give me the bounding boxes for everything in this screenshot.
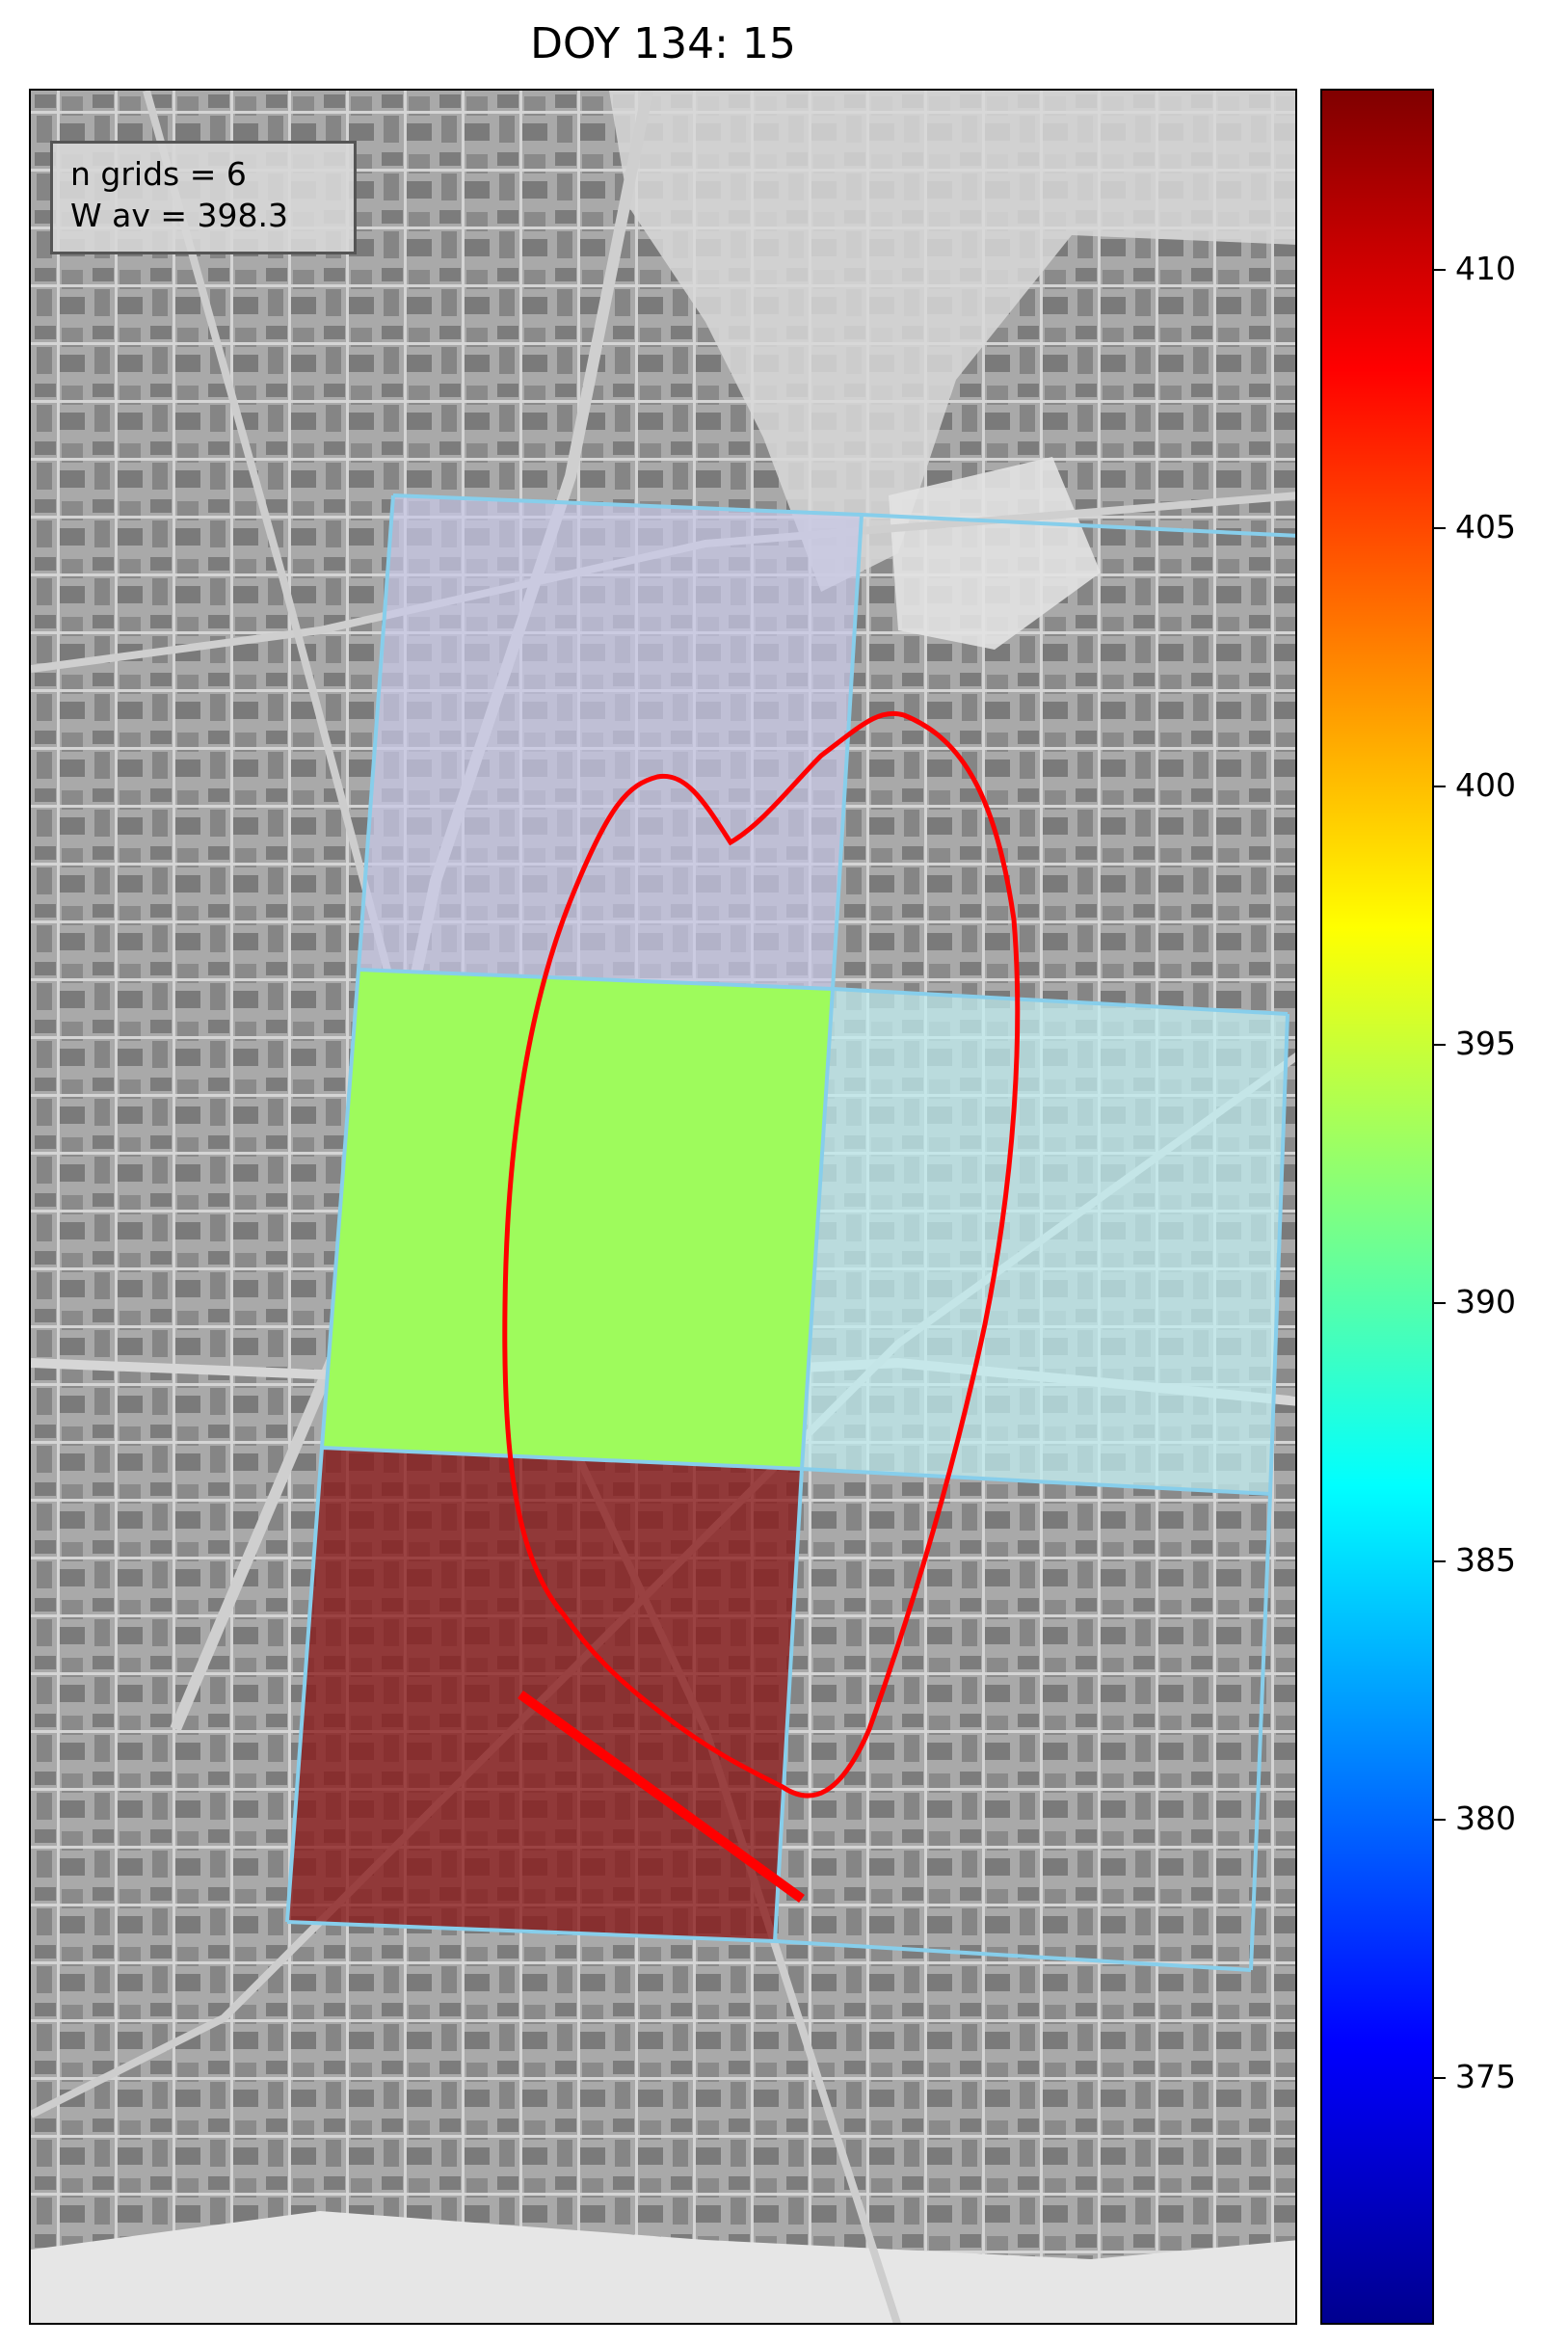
colorbar-ticks: 410 405 400 395 390 385 380 375 <box>1434 89 1559 2325</box>
tick-label-385: 385 <box>1455 1541 1516 1579</box>
grid-cell-top-left <box>359 495 862 989</box>
w-average-label: W av = 398.3 <box>70 197 288 234</box>
tick-label-410: 410 <box>1455 250 1516 287</box>
tick-label-390: 390 <box>1455 1283 1516 1320</box>
park-area <box>609 91 1295 592</box>
grid-cell-middle-right <box>802 989 1288 1494</box>
info-box: n grids = 6 W av = 398.3 <box>50 141 357 254</box>
wind-direction-line <box>518 1690 805 1904</box>
river-area <box>31 2211 1295 2323</box>
grid-cell-bottom-left <box>287 1448 802 1941</box>
footprint-contour <box>502 710 1021 1799</box>
map-panel <box>29 89 1297 2325</box>
map-svg <box>31 91 1295 2323</box>
tick-label-395: 395 <box>1455 1025 1516 1062</box>
grid-outlines <box>285 493 1295 1972</box>
colorbar <box>1320 89 1434 2325</box>
tick-label-400: 400 <box>1455 766 1516 804</box>
tick-label-380: 380 <box>1455 1799 1516 1837</box>
grid-cell-middle-left <box>322 970 833 1469</box>
tick-label-375: 375 <box>1455 2058 1516 2095</box>
tick-label-405: 405 <box>1455 508 1516 546</box>
plot-title: DOY 134: 15 <box>530 19 796 68</box>
park-area <box>889 457 1101 650</box>
grid-count-label: n grids = 6 <box>70 155 247 193</box>
